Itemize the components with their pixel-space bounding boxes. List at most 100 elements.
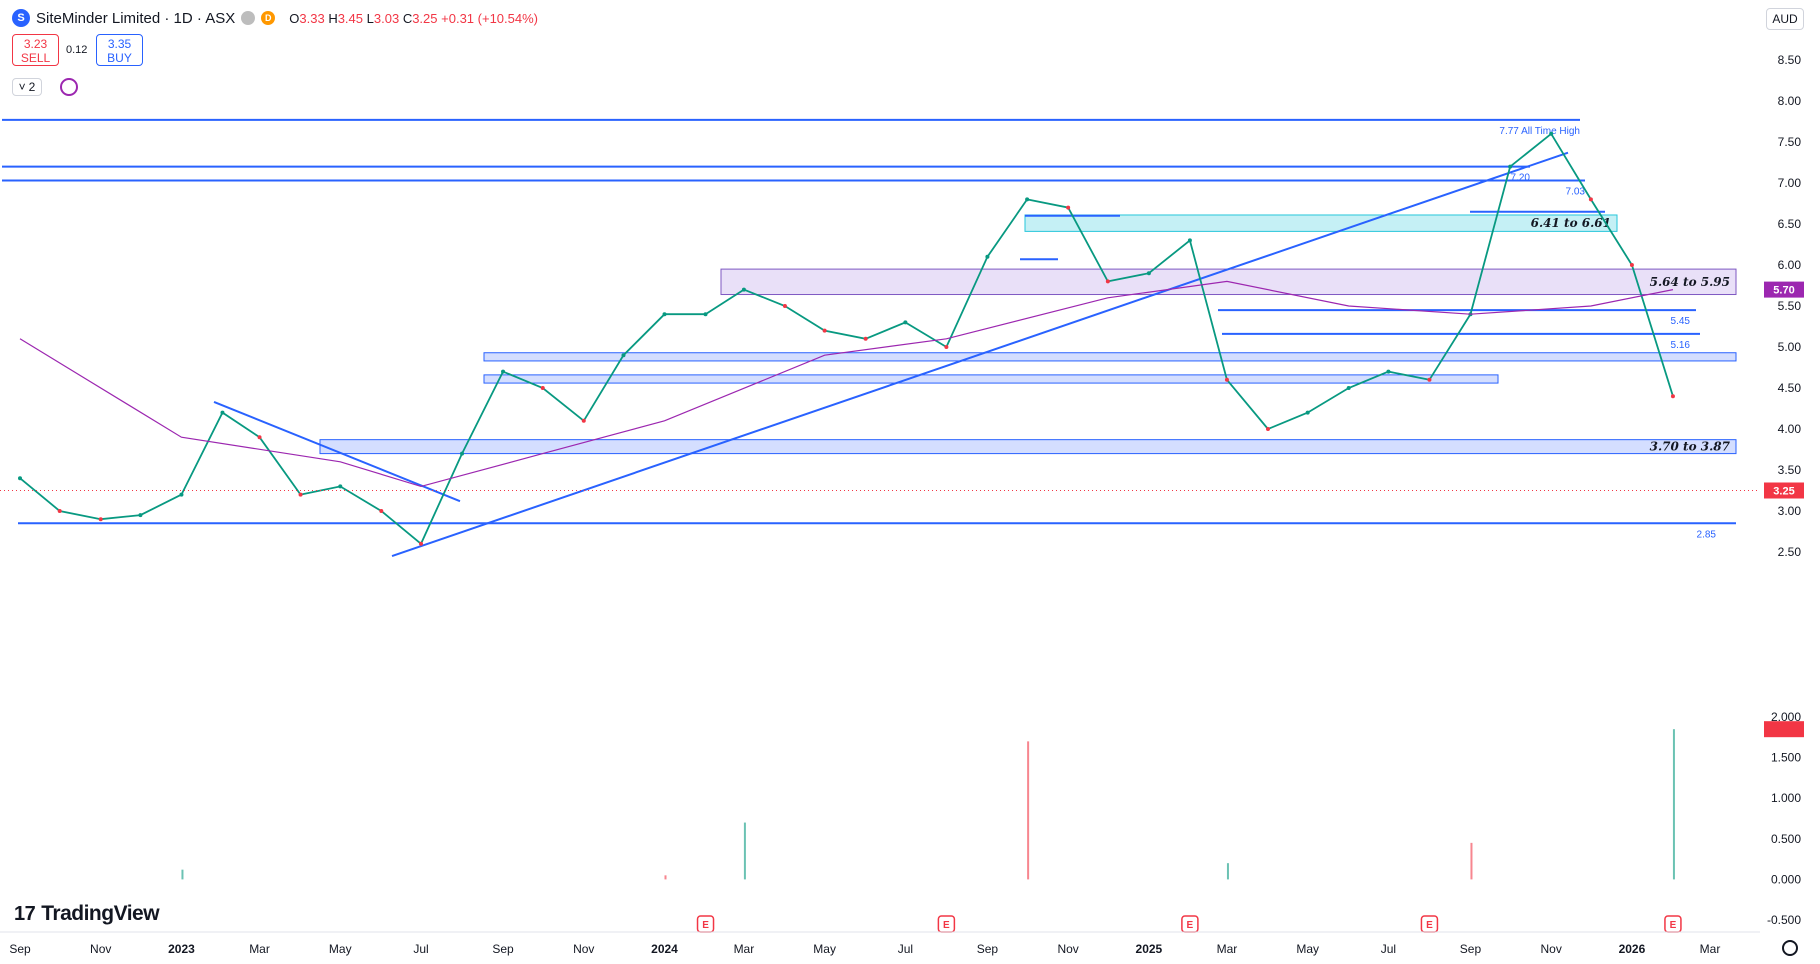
price-point [138, 513, 143, 518]
horizontal-levels: 7.77 All Time High 7.20 7.03 5.45 5.16 2.85 [2, 118, 1736, 540]
gear-icon[interactable] [1782, 940, 1798, 956]
earnings-marker-label: E [702, 920, 709, 931]
volume-bar [181, 869, 184, 880]
price-point [1066, 205, 1071, 210]
price-tick-label: 3.00 [1778, 504, 1802, 518]
status-dot [241, 11, 256, 25]
price-point [1265, 427, 1270, 431]
price-point [1224, 377, 1229, 382]
price-point [621, 353, 626, 358]
indicators-count: 2 [28, 80, 36, 94]
volume-tick-label: 1.500 [1771, 751, 1801, 765]
zone-label: 6.41 to 6.61 [1531, 216, 1611, 230]
price-tick-label: 7.00 [1778, 176, 1802, 190]
time-tick-label: 2026 [1619, 942, 1646, 956]
volume-tick-label: 1.000 [1771, 791, 1801, 805]
level-label: 7.20 [1511, 173, 1531, 184]
price-point [662, 312, 667, 317]
price-tick-label: 3.50 [1778, 463, 1802, 477]
price-point [220, 410, 225, 415]
price-zone [483, 352, 1737, 362]
time-tick-label: 2023 [168, 942, 195, 956]
time-tick-label: 2025 [1136, 942, 1163, 956]
currency-button[interactable]: AUD [1766, 8, 1804, 30]
price-tick-label: 6.50 [1778, 217, 1802, 231]
zone-label: 5.64 to 5.95 [1650, 275, 1730, 289]
symbol-title[interactable]: SiteMinder Limited · 1D · ASX [36, 9, 236, 27]
level-label: 2.85 [1697, 529, 1717, 540]
price-tick-label: 5.00 [1778, 340, 1802, 354]
price-tag-label: 5.70 [1773, 285, 1794, 297]
time-tick-label: Nov [1541, 942, 1562, 956]
rising-trend-line [391, 151, 1569, 558]
sell-button[interactable]: 3.23 SELL [12, 34, 59, 66]
price-point [581, 418, 586, 423]
price-tick-label: 7.50 [1778, 135, 1802, 149]
time-axis: Sep Nov 2023 Mar May Jul Sep Nov 2024 Mar May Jul Se… [0, 931, 1760, 956]
time-tick-label: Sep [1460, 942, 1482, 956]
delayed-flag[interactable]: D [261, 11, 276, 25]
time-tick-label: Mar [249, 942, 270, 956]
price-tick-label: 4.00 [1778, 422, 1802, 436]
price-point [741, 287, 746, 292]
zone-label: 3.70 to 3.87 [1650, 440, 1731, 454]
price-tick-label: 8.00 [1778, 94, 1802, 108]
price-tick-label: 6.00 [1778, 258, 1802, 272]
price-point [903, 320, 908, 325]
tradingview-logo[interactable]: 17 TradingView [14, 902, 160, 926]
refresh-icon[interactable] [60, 78, 78, 96]
level-label: 5.45 [1671, 316, 1691, 327]
price-tick-label: 4.50 [1778, 381, 1802, 395]
volume-tick-label: 2.000 [1771, 710, 1801, 724]
price-point [338, 484, 343, 489]
price-point [863, 336, 868, 341]
time-tick-label: Mar [1700, 942, 1721, 956]
price-point [1588, 197, 1593, 202]
chart-header: S SiteMinder Limited · 1D · ASX D O3.33 … [12, 6, 538, 30]
level-label: 5.16 [1671, 340, 1691, 351]
time-tick-label: Jul [898, 942, 913, 956]
price-zone [1024, 214, 1618, 232]
indicators-toggle-button[interactable]: ˅ 2 [12, 78, 42, 96]
price-point [703, 312, 708, 317]
time-tick-label: Mar [1217, 942, 1238, 956]
change-value: +0.31 (+10.54%) [441, 10, 538, 26]
time-tick-label: May [813, 942, 836, 956]
symbol-logo: S [12, 9, 30, 27]
price-point [985, 254, 990, 259]
price-point [1427, 377, 1432, 382]
earnings-marker-label: E [1670, 920, 1677, 931]
time-tick-label: May [1296, 942, 1319, 956]
time-tick-label: Nov [573, 942, 594, 956]
volume-bar [1672, 729, 1675, 880]
price-point [18, 476, 22, 481]
price-zone [483, 374, 1499, 384]
price-point [1187, 238, 1192, 243]
price-point [1670, 394, 1675, 399]
time-tick-label: 2024 [651, 942, 678, 956]
moving-average-line [19, 280, 1674, 488]
time-tick-label: Mar [734, 942, 755, 956]
level-label: 7.03 [1566, 187, 1586, 198]
time-tick-label: Jul [413, 942, 428, 956]
falling-trend-line [213, 401, 461, 503]
price-point [298, 492, 303, 497]
price-point [1508, 164, 1513, 169]
earnings-marker-label: E [943, 920, 950, 931]
price-point [822, 328, 827, 333]
price-tag [1764, 482, 1804, 499]
tradingview-mark-icon: 17 [14, 902, 36, 925]
price-point [944, 345, 949, 349]
earnings-marker-label: E [1426, 920, 1433, 931]
price-point [501, 369, 506, 374]
price-point [460, 451, 465, 456]
price-point [418, 541, 423, 546]
price-tick-label: 8.50 [1778, 53, 1802, 67]
buy-button[interactable]: 3.35 BUY [96, 34, 143, 66]
time-tick-label: Nov [90, 942, 111, 956]
price-tick-label: 2.50 [1778, 545, 1802, 559]
price-point [257, 435, 262, 440]
time-tick-label: Sep [9, 942, 31, 956]
